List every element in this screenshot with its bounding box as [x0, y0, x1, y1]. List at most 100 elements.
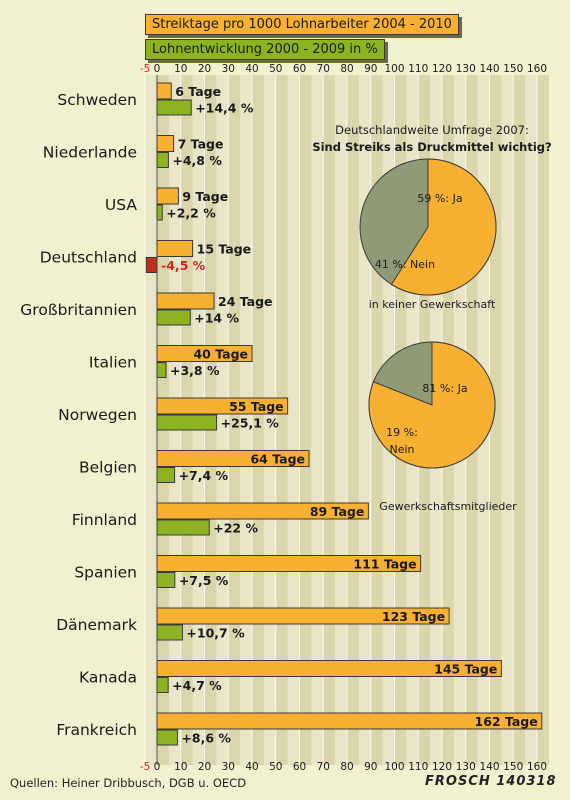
strike-bar-daenemark — [156, 607, 450, 625]
pie1-subtitle: Sind Streiks als Druckmittel wichtig? — [312, 140, 551, 154]
x-tick-label-bottom: 30 — [222, 761, 235, 773]
wage-label-deutschland: -4,5 % — [161, 258, 206, 273]
grid-stripe — [358, 75, 371, 765]
wage-bar-usa — [156, 204, 163, 221]
x-tick-label-bottom: 70 — [317, 761, 330, 773]
strike-label-niederlande: 7 Tage — [178, 137, 224, 152]
strike-label-belgien: 64 Tage — [250, 452, 305, 467]
x-tick-label-bottom: 60 — [293, 761, 306, 773]
strike-bar-kanada — [156, 660, 502, 677]
wage-bar-schweden — [156, 99, 192, 116]
grid-stripe — [275, 75, 288, 765]
wage-label-usa: +2,2 % — [166, 206, 216, 221]
x-tick-label-top: 0 — [154, 63, 161, 75]
x-tick-label-bottom: 20 — [198, 761, 211, 773]
x-tick-label-bottom: 130 — [456, 761, 476, 773]
strike-bar-deutschland — [156, 240, 194, 257]
strike-label-italien: 40 Tage — [193, 347, 248, 362]
wage-bar-finnland — [156, 519, 210, 536]
grid-stripe — [228, 75, 241, 765]
legend-wage-development: Lohnentwicklung 2000 - 2009 in % — [145, 39, 385, 60]
strike-label-schweden: 6 Tage — [175, 84, 221, 99]
strike-label-spanien: 111 Tage — [353, 557, 416, 572]
strike-label-norwegen: 55 Tage — [229, 399, 284, 414]
strike-label-deutschland: 15 Tage — [197, 242, 252, 257]
x-tick-label-top: 80 — [340, 63, 353, 75]
category-label-belgien: Belgien — [79, 459, 137, 477]
strike-bar-spanien — [156, 555, 422, 572]
grid-stripe — [323, 75, 336, 765]
category-label-norwegen: Norwegen — [58, 406, 137, 424]
wage-bar-spanien — [156, 572, 176, 588]
category-label-grossbritannien: Großbritannien — [20, 301, 137, 319]
category-label-schweden: Schweden — [57, 91, 137, 109]
x-tick-label-top: 70 — [317, 63, 330, 75]
artist-signature: FROSCH 140318 — [425, 774, 557, 789]
wage-label-belgien: +7,4 % — [179, 468, 229, 483]
strike-bar-frankreich — [156, 712, 543, 730]
x-tick-label-top: 10 — [174, 63, 187, 75]
wage-bar-grossbritannien — [156, 309, 191, 326]
pie2-label-no-word: Nein — [389, 443, 414, 456]
wage-label-niederlande: +4,8 % — [172, 153, 222, 168]
wage-label-grossbritannien: +14 % — [194, 311, 239, 326]
x-tick-label-top: 30 — [222, 63, 235, 75]
wage-bar-norwegen — [156, 414, 218, 431]
strike-bar-belgien — [156, 450, 310, 467]
x-tick-label-top: 140 — [479, 63, 499, 75]
grid-stripe — [537, 75, 549, 765]
category-label-deutschland: Deutschland — [40, 249, 137, 267]
x-tick-label-top: 130 — [456, 63, 476, 75]
wage-label-frankreich: +8,6 % — [181, 731, 231, 746]
strike-bar-italien — [156, 345, 253, 362]
x-tick-label-bottom: 140 — [479, 761, 499, 773]
grid-stripe — [263, 75, 276, 765]
category-label-spanien: Spanien — [74, 564, 137, 582]
wage-label-schweden: +14,4 % — [195, 101, 254, 116]
grid-stripe — [347, 75, 359, 765]
x-tick-label-top: 50 — [269, 63, 282, 75]
x-tick-label-top: 110 — [408, 63, 428, 75]
strike-label-frankreich: 162 Tage — [475, 714, 538, 729]
pie2-label-yes: 81 %: Ja — [422, 382, 467, 395]
grid-stripe — [240, 75, 252, 765]
x-tick-label-bottom: 0 — [154, 761, 161, 773]
x-tick-label-bottom: 40 — [245, 761, 258, 773]
strike-bar-grossbritannien — [156, 292, 215, 310]
x-tick-label-top: 150 — [503, 63, 523, 75]
wage-label-norwegen: +25,1 % — [221, 416, 280, 431]
wage-bar-niederlande — [156, 152, 169, 168]
x-tick-label-bottom: 150 — [503, 761, 523, 773]
pie1-label-yes: 59 %: Ja — [417, 192, 462, 205]
strike-label-grossbritannien: 24 Tage — [218, 294, 273, 309]
x-tick-label-top: 40 — [245, 63, 258, 75]
grid-stripe — [525, 75, 537, 765]
grid-stripe — [145, 75, 157, 765]
strike-bar-schweden — [156, 82, 172, 100]
x-tick-label-top: 120 — [432, 63, 452, 75]
wage-bar-italien — [156, 362, 167, 378]
x-tick-label-bottom: 50 — [269, 761, 282, 773]
grid-stripe — [311, 75, 324, 765]
grid-stripe — [252, 75, 264, 765]
grid-stripe — [335, 75, 347, 765]
category-label-daenemark: Dänemark — [56, 616, 137, 634]
strike-label-kanada: 145 Tage — [434, 662, 497, 677]
wage-label-spanien: +7,5 % — [179, 573, 229, 588]
strike-bar-niederlande — [156, 135, 175, 152]
wage-bar-belgien — [156, 467, 176, 483]
x-tick-label-top: -5 — [140, 63, 150, 75]
wage-bar-deutschland — [145, 257, 158, 273]
source-note: Quellen: Heiner Dribbusch, DGB u. OECD — [10, 776, 247, 790]
category-label-finnland: Finnland — [72, 511, 137, 529]
x-tick-label-top: 160 — [527, 63, 547, 75]
strike-bar-finnland — [156, 502, 369, 520]
pie2-label-no-value: 19 %: — [386, 426, 418, 439]
x-tick-label-bottom: -5 — [140, 761, 150, 773]
grid-stripe — [513, 75, 526, 765]
x-tick-label-top: 100 — [384, 63, 404, 75]
pie1-caption: in keiner Gewerkschaft — [369, 298, 496, 311]
category-label-kanada: Kanada — [79, 669, 137, 687]
strike-bar-norwegen — [156, 397, 289, 415]
grid-stripe — [489, 75, 502, 765]
